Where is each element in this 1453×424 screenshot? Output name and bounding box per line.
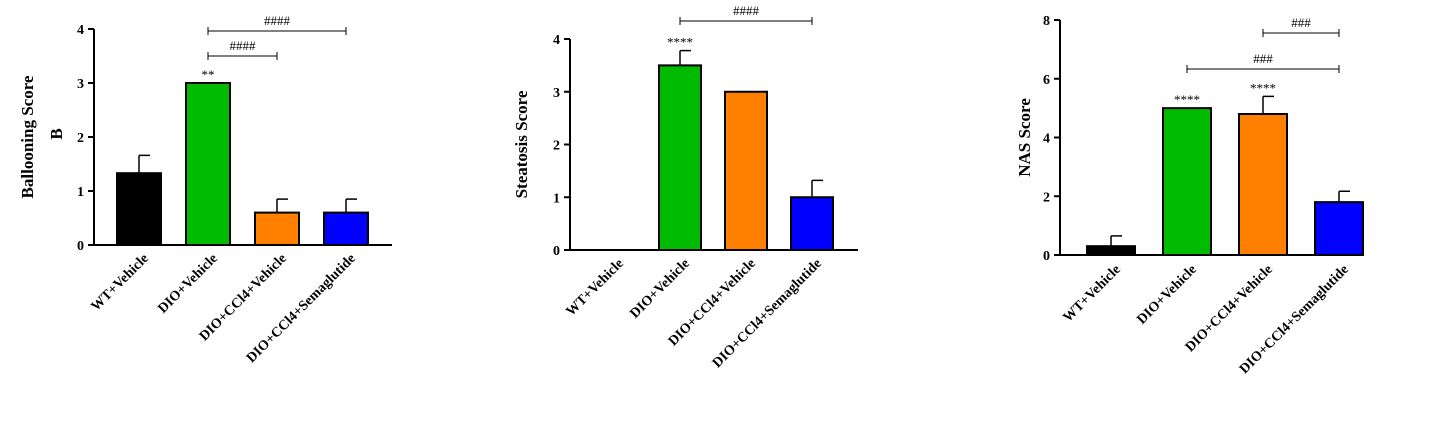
y-axis-label: Steatosis Score — [512, 90, 531, 198]
y-tick-label: 3 — [553, 86, 560, 101]
y-tick-label: 2 — [77, 131, 84, 146]
y-tick-label: 8 — [1043, 14, 1050, 29]
bar — [1238, 113, 1288, 256]
category-label: DIO+Vehicle — [155, 251, 220, 316]
chart-panel-2: 0 1 2 3 4 Steatosis Score WT+Vehicle **** DIO+Ve… — [512, 3, 858, 371]
y-tick-label: 0 — [77, 239, 84, 254]
bar — [116, 172, 162, 246]
category-label: DIO+Vehicle — [1134, 262, 1199, 327]
y-tick-label: 1 — [553, 191, 560, 206]
bar — [724, 90, 768, 251]
y-tick-label: 4 — [553, 33, 560, 48]
bar — [323, 211, 369, 247]
significance-stars: ** — [202, 67, 215, 82]
y-tick-label: 4 — [77, 23, 84, 38]
chart-panel-1: 0 1 2 3 4 Ballooning Score B WT+Vehicle ** DIO+Ve… — [18, 13, 392, 366]
y-tick-label: 4 — [1043, 132, 1050, 147]
comparison-label: ### — [1253, 51, 1273, 66]
category-label: WT+Vehicle — [89, 251, 152, 314]
y-axis-label: NAS Score — [1015, 98, 1034, 177]
y-axis-label: Ballooning Score — [18, 75, 37, 198]
category-label: WT+Vehicle — [1061, 262, 1124, 325]
y-tick-label: 6 — [1043, 73, 1050, 88]
comparison-label: #### — [230, 38, 257, 53]
panel-label: B — [47, 128, 66, 139]
comparison-label: #### — [264, 13, 291, 28]
y-tick-label: 2 — [553, 139, 560, 154]
chart-panel-3: 0 2 4 6 8 NAS Score WT+Vehicle **** DIO+Vehicle *… — [1015, 14, 1364, 377]
significance-stars: **** — [667, 35, 693, 50]
bar — [254, 211, 300, 247]
y-tick-label: 0 — [1043, 249, 1050, 264]
bar — [1162, 107, 1212, 256]
y-tick-label: 1 — [77, 185, 84, 200]
bar — [1314, 201, 1364, 256]
bar — [1086, 245, 1136, 256]
y-tick-label: 0 — [553, 244, 560, 259]
significance-stars: **** — [1250, 80, 1276, 95]
category-label: WT+Vehicle — [564, 256, 627, 319]
bar — [185, 82, 231, 246]
bar — [790, 196, 834, 251]
comparison-label: #### — [733, 3, 760, 18]
y-tick-label: 2 — [1043, 190, 1050, 205]
comparison-label: ### — [1291, 15, 1311, 30]
bar — [658, 64, 702, 251]
category-label: DIO+Vehicle — [627, 256, 692, 321]
category-label: DIO+CCl4+Semaglutide — [710, 256, 825, 371]
y-tick-label: 3 — [77, 77, 84, 92]
significance-stars: **** — [1174, 92, 1200, 107]
